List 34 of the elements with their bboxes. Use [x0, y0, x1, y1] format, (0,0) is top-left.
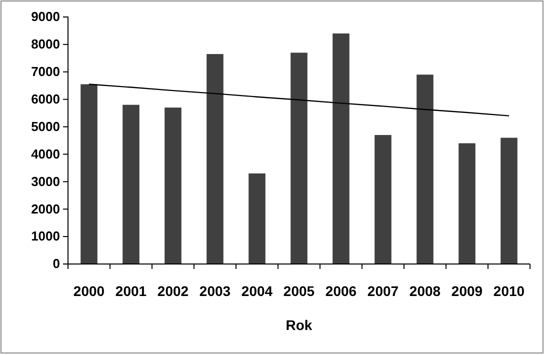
- x-tick-label: 2006: [325, 282, 357, 299]
- y-tick-label: 1000: [31, 228, 60, 244]
- bar: [248, 173, 266, 264]
- bar: [164, 108, 182, 264]
- y-tick-label: 7000: [31, 64, 60, 80]
- x-tick-label: 2008: [409, 282, 441, 299]
- y-tick-label: 3000: [31, 174, 60, 189]
- bar: [206, 54, 224, 264]
- y-tick-label: 5000: [31, 118, 60, 134]
- bar: [500, 138, 518, 264]
- x-tick-label: 2005: [283, 282, 315, 299]
- bar: [290, 52, 308, 264]
- bar: [332, 33, 350, 264]
- y-tick-label: 4000: [31, 146, 60, 162]
- x-tick-label: 2003: [199, 282, 231, 299]
- x-tick-label: 2001: [115, 282, 147, 299]
- x-tick-label: 2007: [367, 282, 399, 299]
- y-tick-label: 6000: [31, 91, 60, 106]
- x-tick-label: 2009: [451, 282, 483, 299]
- bar: [416, 74, 434, 264]
- x-tick-label: 2010: [493, 282, 525, 299]
- y-tick-label: 2000: [31, 201, 60, 216]
- y-tick-label: 0: [52, 256, 60, 272]
- bar: [458, 143, 476, 264]
- bar: [122, 104, 140, 264]
- x-tick-label: 2004: [241, 282, 273, 299]
- x-tick-label: 2002: [157, 282, 189, 299]
- line-series: [88, 84, 510, 116]
- y-tick-label: 9000: [31, 9, 60, 24]
- x-tick-label: 2000: [73, 282, 105, 299]
- bar: [80, 84, 98, 264]
- x-axis-title: Rok: [286, 317, 312, 333]
- bar: [374, 135, 392, 264]
- y-tick-label: 8000: [31, 36, 60, 52]
